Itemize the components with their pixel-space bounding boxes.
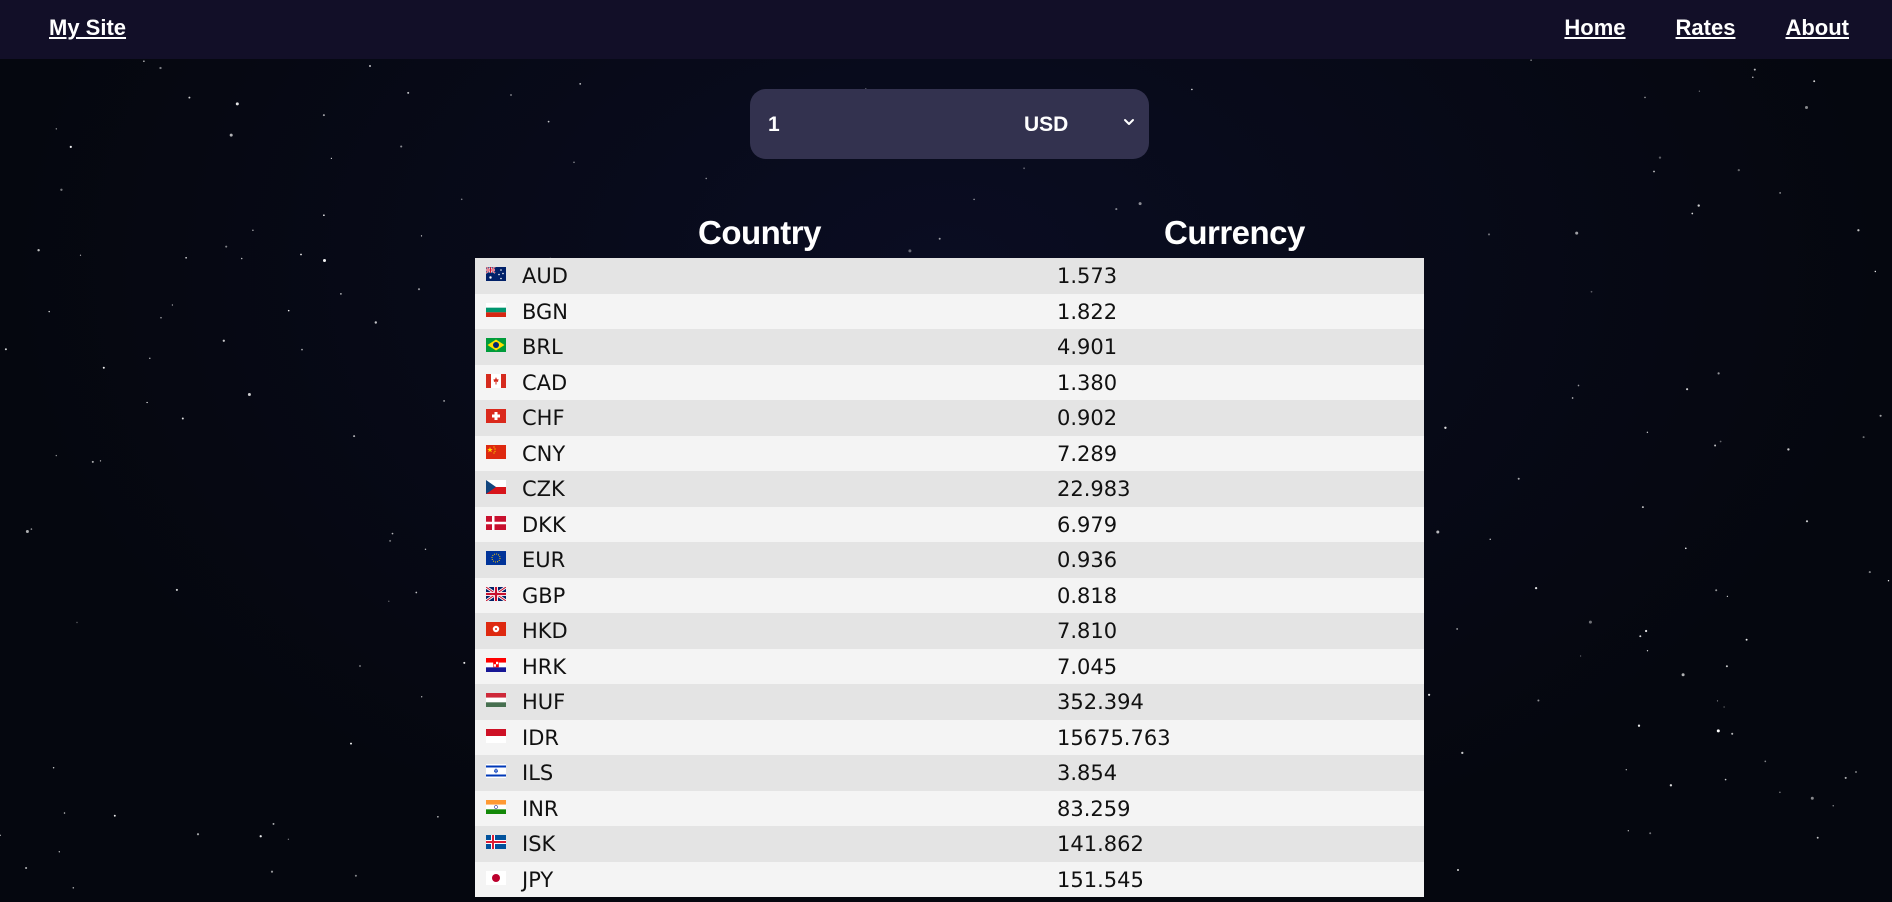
- currency-code: DKK: [522, 512, 566, 537]
- currency-code: BRL: [522, 335, 563, 359]
- table-row-hrk: HRK 7.045: [475, 648, 1424, 684]
- exchange-rate: 0.902: [1057, 406, 1118, 430]
- currency-code: ILS: [522, 761, 554, 785]
- converter-panel: USD: [750, 89, 1149, 159]
- japan-flag-icon: [486, 870, 506, 885]
- table-row-bgn: BGN 1.822: [475, 293, 1424, 329]
- exchange-rate: 1.822: [1057, 299, 1118, 324]
- exchange-rate: 352.394: [1057, 690, 1144, 714]
- uk-flag-icon: [486, 586, 506, 601]
- bulgaria-flag-icon: [486, 302, 506, 317]
- currency-code: HKD: [522, 619, 568, 643]
- table-row-jpy: JPY 151.545: [475, 861, 1424, 897]
- australia-flag-icon: [486, 267, 506, 281]
- table-body: AUD 1.573 BGN 1.822 BRL 4.901 CAD 1.380 CHF 0.902…: [475, 258, 1424, 897]
- exchange-rate: 1.573: [1057, 264, 1118, 288]
- site-brand-link[interactable]: My Site: [49, 15, 127, 40]
- currency-code: HRK: [522, 654, 567, 679]
- exchange-rate: 4.901: [1057, 335, 1118, 359]
- currency-code: EUR: [522, 548, 566, 572]
- hong-kong-flag-icon: [486, 622, 506, 636]
- table-row-czk: CZK 22.983: [475, 471, 1424, 507]
- exchange-rate: 151.545: [1057, 867, 1144, 892]
- czechia-flag-icon: [486, 480, 506, 494]
- china-flag-icon: [486, 444, 506, 459]
- table-row-brl: BRL 4.901: [475, 329, 1424, 365]
- brazil-flag-icon: [486, 338, 506, 352]
- currency-code: CAD: [522, 370, 568, 395]
- iceland-flag-icon: [486, 835, 506, 849]
- exchange-rate: 0.936: [1057, 548, 1118, 572]
- table-row-dkk: DKK 6.979: [475, 506, 1424, 542]
- exchange-rate: 141.862: [1057, 832, 1144, 856]
- table-row-cad: CAD 1.380: [475, 364, 1424, 400]
- top-navbar: My Site Home Rates About: [0, 0, 1892, 59]
- nav-link-home[interactable]: Home: [1564, 15, 1626, 40]
- currency-code: ISK: [522, 832, 556, 856]
- currency-code: CZK: [522, 477, 565, 501]
- column-header-country: Country: [698, 214, 822, 251]
- table-row-gbp: GBP 0.818: [475, 577, 1424, 613]
- exchange-rate: 7.289: [1057, 441, 1118, 466]
- israel-flag-icon: [486, 764, 506, 778]
- table-row-isk: ISK 141.862: [475, 826, 1424, 862]
- switzerland-flag-icon: [486, 409, 506, 423]
- rates-table: Country Currency AUD 1.573 BGN 1.822 BRL 4.90…: [475, 210, 1424, 897]
- nav-link-rates[interactable]: Rates: [1675, 15, 1736, 40]
- amount-input[interactable]: [766, 107, 970, 143]
- indonesia-flag-icon: [486, 728, 506, 743]
- exchange-rate: 7.810: [1057, 619, 1118, 643]
- table-row-aud: AUD 1.573: [475, 258, 1424, 294]
- exchange-rate: 0.818: [1057, 583, 1118, 608]
- currency-select[interactable]: USD: [1024, 109, 1136, 141]
- exchange-rate: 15675.763: [1057, 725, 1171, 750]
- exchange-rate: 83.259: [1057, 796, 1131, 821]
- table-row-hkd: HKD 7.810: [475, 613, 1424, 649]
- exchange-rate: 6.979: [1057, 512, 1118, 537]
- currency-code: JPY: [522, 867, 554, 892]
- nav-link-about[interactable]: About: [1785, 15, 1849, 40]
- column-header-currency: Currency: [1164, 214, 1305, 251]
- eu-flag-icon: [486, 551, 506, 565]
- exchange-rate: 7.045: [1057, 654, 1118, 679]
- currency-code: IDR: [522, 725, 559, 750]
- canada-flag-icon: [486, 373, 506, 388]
- table-header: Country Currency: [475, 210, 1424, 258]
- table-row-ils: ILS 3.854: [475, 755, 1424, 791]
- currency-code: AUD: [522, 264, 568, 288]
- table-row-idr: IDR 15675.763: [475, 719, 1424, 755]
- denmark-flag-icon: [486, 515, 506, 530]
- currency-code: GBP: [522, 583, 566, 608]
- exchange-rate: 1.380: [1057, 370, 1118, 395]
- table-row-chf: CHF 0.902: [475, 400, 1424, 436]
- india-flag-icon: [486, 799, 506, 814]
- croatia-flag-icon: [486, 657, 506, 672]
- exchange-rate: 22.983: [1057, 477, 1131, 501]
- table-row-eur: EUR 0.936: [475, 542, 1424, 578]
- currency-select-value: USD: [1024, 113, 1069, 136]
- chevron-down-icon: [1124, 119, 1134, 125]
- currency-code: HUF: [522, 690, 566, 714]
- currency-code: CNY: [522, 441, 566, 466]
- hungary-flag-icon: [486, 693, 506, 707]
- nav-links: Home Rates About: [1564, 15, 1849, 41]
- currency-code: INR: [522, 796, 559, 821]
- table-row-cny: CNY 7.289: [475, 435, 1424, 471]
- currency-code: CHF: [522, 406, 565, 430]
- currency-code: BGN: [522, 299, 569, 324]
- exchange-rate: 3.854: [1057, 761, 1118, 785]
- table-row-inr: INR 83.259: [475, 790, 1424, 826]
- table-row-huf: HUF 352.394: [475, 684, 1424, 720]
